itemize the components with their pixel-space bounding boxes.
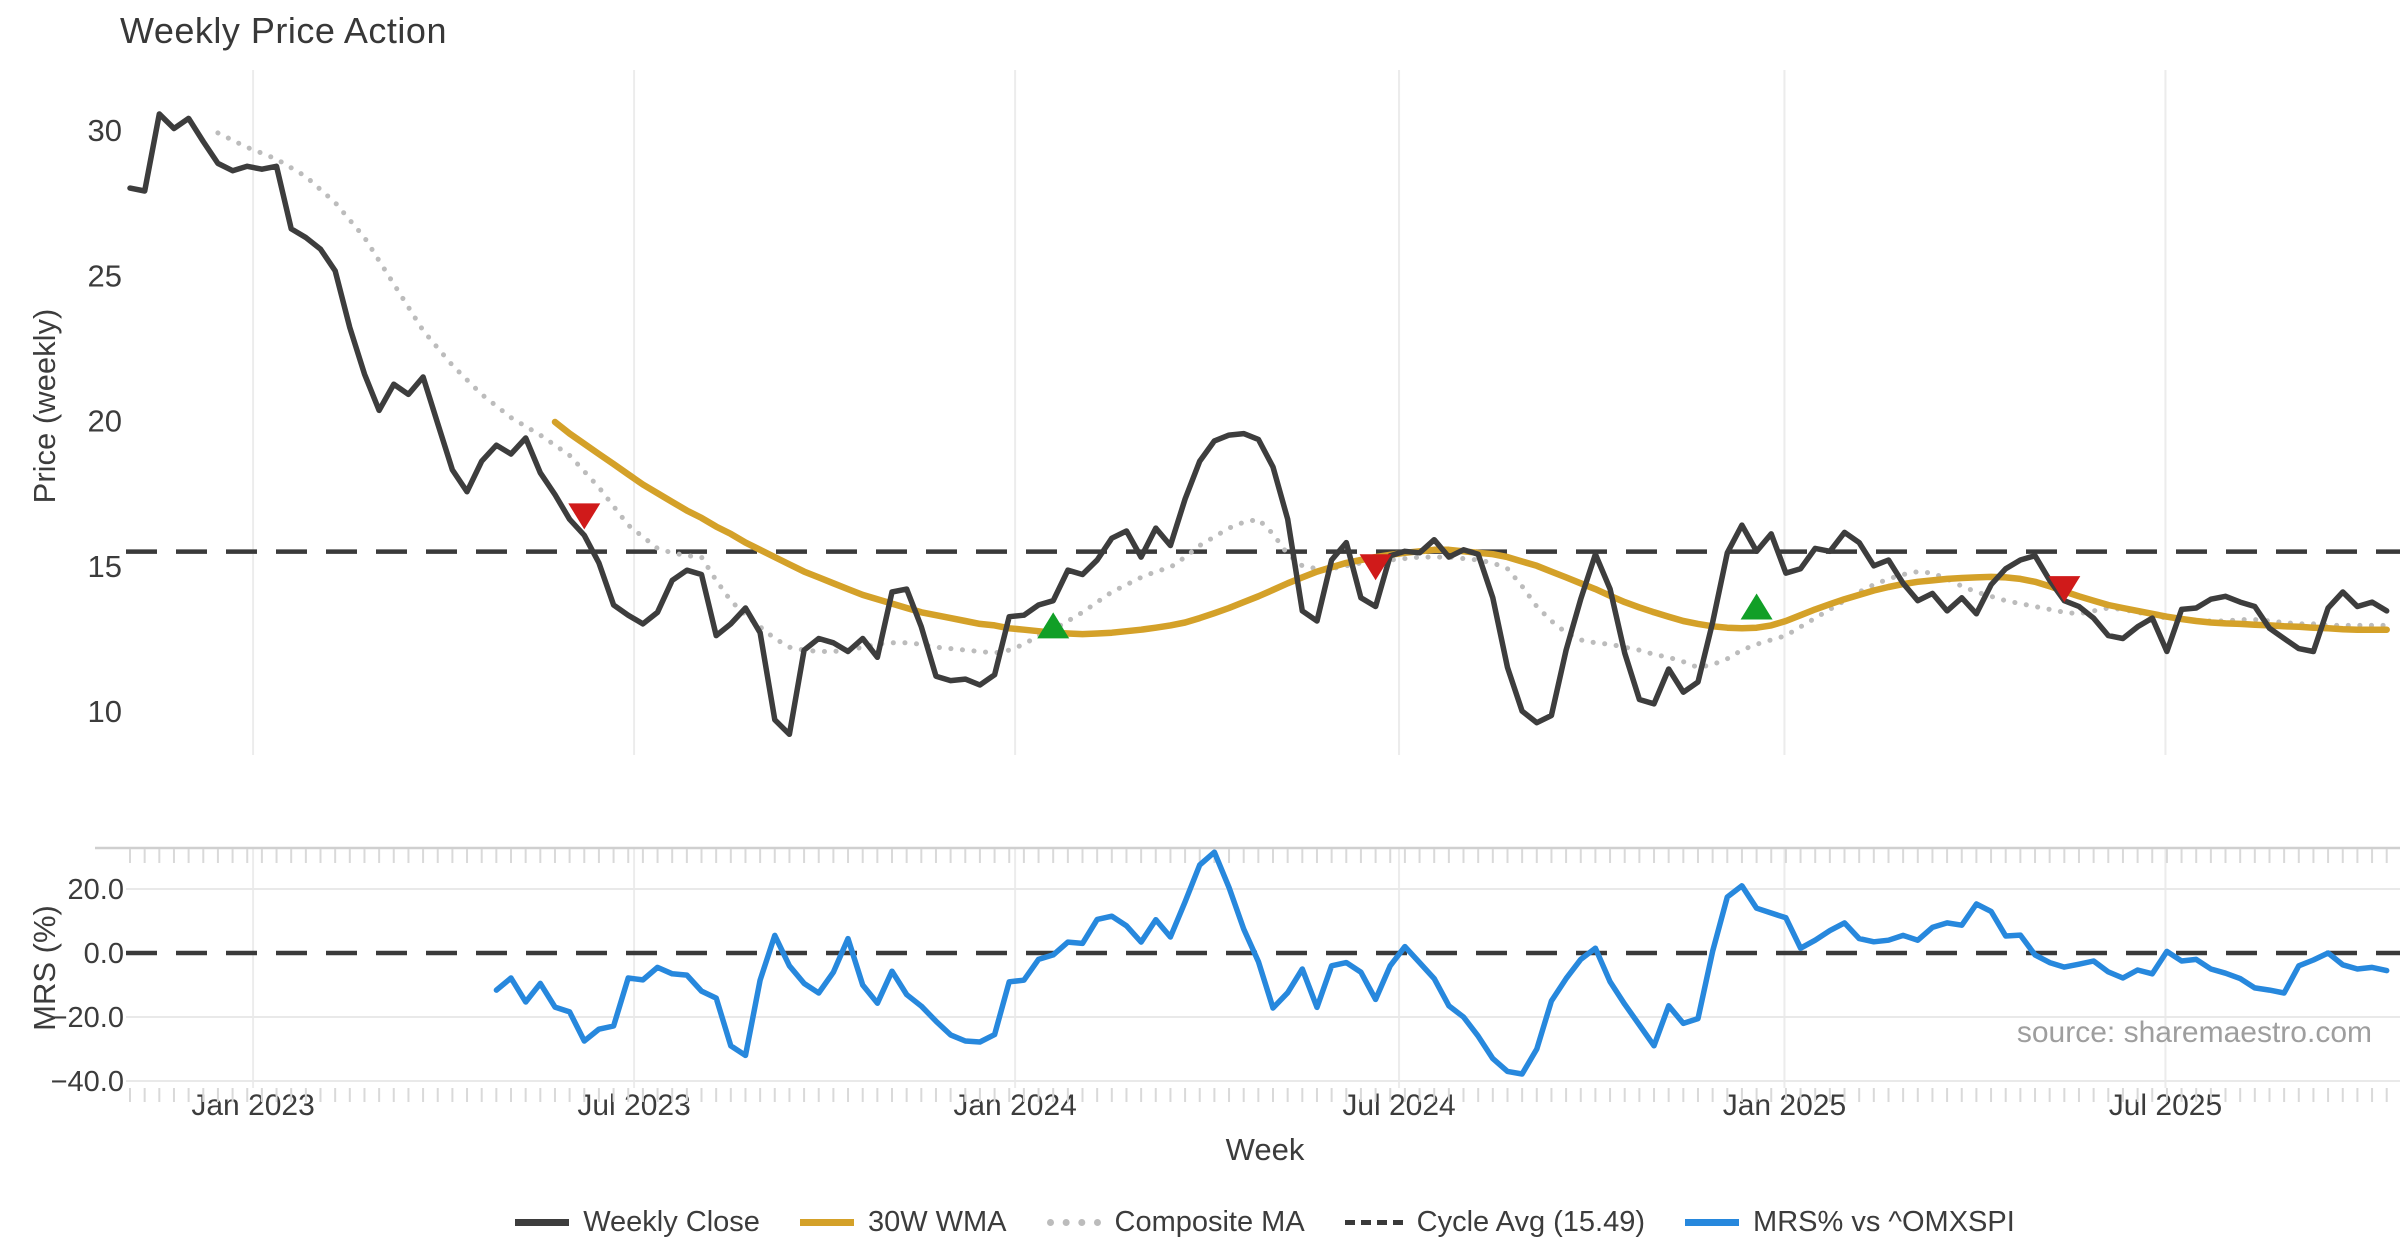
price-axis-label: Price (weekly)	[27, 308, 62, 504]
x-tick-label: Jul 2025	[2109, 1089, 2222, 1122]
chart-legend: Weekly Close 30W WMA Composite MA Cycle …	[130, 1206, 2400, 1239]
mrs-axis-label: MRS (%)	[27, 905, 62, 1031]
legend-label: MRS% vs ^OMXSPI	[1753, 1206, 2015, 1238]
x-axis-label: Week	[1225, 1132, 1305, 1167]
mrs-y-tick-label: 20.0	[68, 874, 124, 906]
price-y-tick-label: 30	[88, 113, 122, 148]
source-attribution: source: sharemaestro.com	[2016, 1016, 2372, 1049]
mrs-line	[493, 849, 2390, 1077]
legend-label: 30W WMA	[867, 1206, 1007, 1238]
page-title: Weekly Price Action	[120, 10, 447, 51]
cycle-avg-line-swatch	[1344, 1220, 1403, 1225]
x-tick-label: Jul 2024	[1342, 1089, 1455, 1122]
sell-signal-marker	[568, 503, 601, 530]
price-y-tick-label: 15	[88, 549, 122, 584]
x-tick-label: Jan 2023	[191, 1089, 314, 1122]
mrs-y-tick-label: 0.0	[84, 938, 124, 970]
x-tick-label: Jul 2023	[577, 1089, 690, 1122]
wma-30w-line	[551, 418, 2390, 638]
price-y-tick-label: 10	[88, 694, 122, 729]
price-y-tick-label: 20	[88, 404, 122, 439]
mrs-y-tick-label: −40.0	[51, 1066, 124, 1098]
legend-item-weekly-close: Weekly Close	[515, 1206, 760, 1239]
legend-item-cycle-avg: Cycle Avg (15.49)	[1344, 1206, 1646, 1239]
sell-signal-marker	[2048, 576, 2081, 603]
weekly-close-line	[127, 111, 2390, 738]
legend-item-composite-ma: Composite MA	[1046, 1206, 1305, 1239]
legend-item-30w-wma: 30W WMA	[799, 1206, 1007, 1239]
composite-ma-line	[215, 130, 2390, 670]
buy-signal-marker	[1037, 612, 1070, 639]
mrs-y-tick-label: −20.0	[51, 1002, 124, 1034]
legend-item-mrs: MRS% vs ^OMXSPI	[1685, 1206, 2015, 1239]
weekly-close-line-swatch	[515, 1219, 570, 1226]
price-y-tick-label: 25	[88, 258, 122, 293]
sell-signal-marker	[1359, 554, 1392, 581]
mrs-line-swatch	[1685, 1219, 1740, 1226]
buy-signal-marker	[1740, 593, 1773, 620]
x-tick-label: Jan 2025	[1723, 1089, 1846, 1122]
wma-line-swatch	[799, 1219, 854, 1226]
legend-label: Weekly Close	[583, 1206, 760, 1238]
x-tick-label: Jan 2024	[953, 1089, 1076, 1122]
legend-label: Composite MA	[1114, 1206, 1305, 1238]
composite-ma-line-swatch	[1046, 1219, 1101, 1226]
legend-label: Cycle Avg (15.49)	[1416, 1206, 1646, 1238]
